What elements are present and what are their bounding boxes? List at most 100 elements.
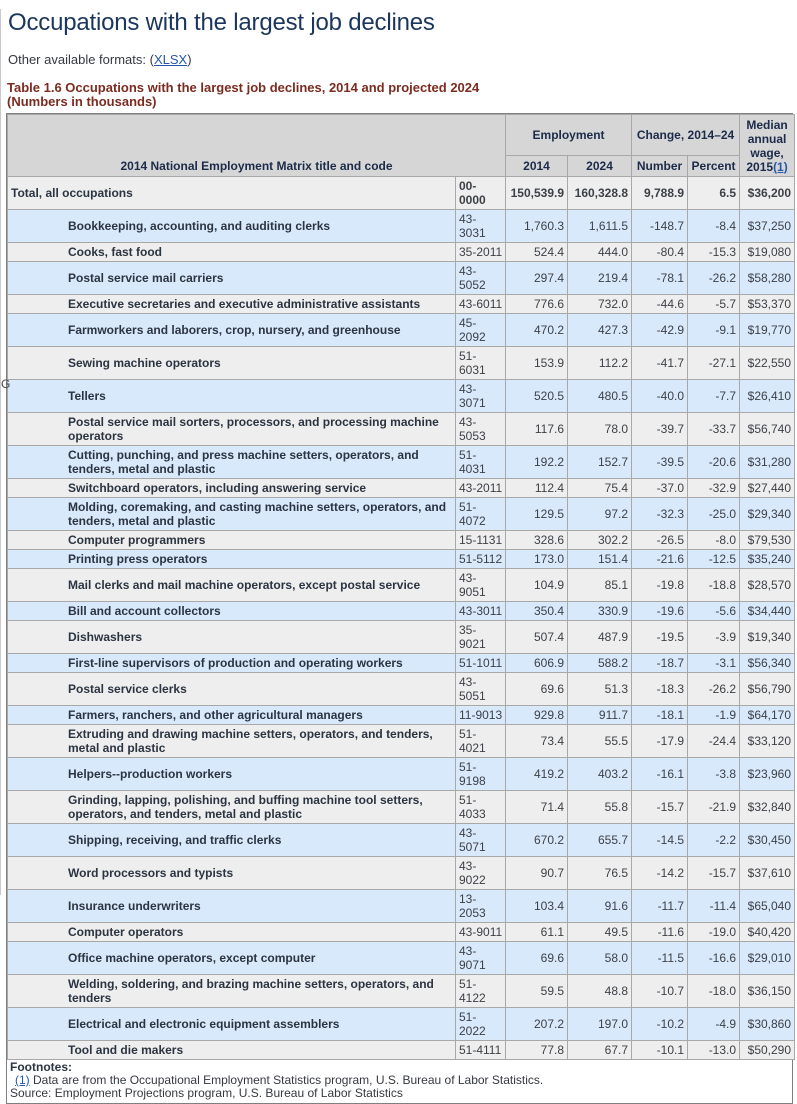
xlsx-link[interactable]: XLSX — [153, 52, 188, 67]
median-wage-value: $30,450 — [739, 823, 796, 857]
table-row: Dishwashers 35-9021 507.4 487.9 -19.5 -3… — [7, 620, 796, 654]
occupation-title: Cooks, fast food — [7, 242, 456, 262]
occupation-code: 43-5053 — [454, 412, 507, 446]
occupation-title: Farmers, ranchers, and other agricultura… — [7, 705, 456, 725]
employment-2024-value: 112.2 — [567, 346, 633, 380]
occupation-title: Computer operators — [7, 922, 456, 942]
table-row: First-line supervisors of production and… — [7, 653, 796, 673]
table-row: Computer operators 43-9011 61.1 49.5 -11… — [7, 922, 796, 942]
employment-2024-value: 403.2 — [567, 757, 633, 791]
formats-paren-open: ( — [149, 52, 154, 67]
employment-2014-value: 153.9 — [505, 346, 569, 380]
table-body: Total, all occupations 00-0000 150,539.9… — [7, 176, 796, 1060]
footnote-1-link[interactable]: (1) — [15, 1073, 30, 1087]
table-row: Executive secretaries and executive admi… — [7, 294, 796, 314]
employment-2024-value: 97.2 — [567, 497, 633, 531]
median-wage-value: $56,740 — [739, 412, 796, 446]
change-percent-value: -26.2 — [687, 672, 741, 706]
median-wage-value: $36,200 — [739, 176, 796, 210]
median-wage-value: $32,840 — [739, 790, 796, 824]
change-percent-value: -3.9 — [687, 620, 741, 654]
employment-2024-value: 78.0 — [567, 412, 633, 446]
change-percent-value: -32.9 — [687, 478, 741, 498]
table-row: Cooks, fast food 35-2011 524.4 444.0 -80… — [7, 242, 796, 262]
median-wage-value: $36,150 — [739, 974, 796, 1008]
occupation-code: 43-3031 — [454, 209, 507, 243]
median-wage-value: $56,790 — [739, 672, 796, 706]
formats-label: Other available formats: — [8, 52, 147, 67]
occupation-title: Bookkeeping, accounting, and auditing cl… — [7, 209, 456, 243]
change-number-value: -39.7 — [631, 412, 689, 446]
change-number-value: -10.7 — [631, 974, 689, 1008]
employment-2014-value: 90.7 — [505, 856, 569, 890]
median-wage-value: $19,770 — [739, 313, 796, 347]
change-percent-value: -25.0 — [687, 497, 741, 531]
employment-2014-value: 61.1 — [505, 922, 569, 942]
table-row: Electrical and electronic equipment asse… — [7, 1007, 796, 1041]
table-footnotes: Footnotes: (1) Data are from the Occupat… — [7, 1060, 792, 1103]
change-number-value: -19.8 — [631, 568, 689, 602]
median-wage-header-text: Median annual wage, 2015 — [746, 117, 788, 174]
table-row: Farmers, ranchers, and other agricultura… — [7, 705, 796, 725]
occupation-code: 51-4031 — [454, 445, 507, 479]
occupation-title: Postal service mail carriers — [7, 261, 456, 295]
occupation-code: 43-6011 — [454, 294, 507, 314]
wage-footnote-link[interactable]: (1) — [773, 159, 788, 174]
employment-2024-value: 487.9 — [567, 620, 633, 654]
median-wage-value: $30,860 — [739, 1007, 796, 1041]
table-row: Postal service clerks 43-5051 69.6 51.3 … — [7, 672, 796, 706]
employment-2024-value: 444.0 — [567, 242, 633, 262]
employment-2024-value: 67.7 — [567, 1040, 633, 1060]
change-percent-value: -2.2 — [687, 823, 741, 857]
employment-2014-value: 69.6 — [505, 941, 569, 975]
employment-2014-value: 71.4 — [505, 790, 569, 824]
change-percent-value: -1.9 — [687, 705, 741, 725]
employment-2014-value: 192.2 — [505, 445, 569, 479]
median-wage-value: $37,250 — [739, 209, 796, 243]
occupation-code: 51-4033 — [454, 790, 507, 824]
occupation-code: 43-9022 — [454, 856, 507, 890]
occupation-title: Total, all occupations — [7, 176, 456, 210]
occupation-code: 43-2011 — [454, 478, 507, 498]
median-wage-value: $33,120 — [739, 724, 796, 758]
change-percent-value: -11.4 — [687, 889, 741, 923]
change-percent-value: -7.7 — [687, 379, 741, 413]
occupation-code: 51-2022 — [454, 1007, 507, 1041]
employment-2014-value: 520.5 — [505, 379, 569, 413]
table-row: Tool and die makers 51-4111 77.8 67.7 -1… — [7, 1040, 796, 1060]
table-row: Molding, coremaking, and casting machine… — [7, 497, 796, 531]
occupation-title: Printing press operators — [7, 549, 456, 569]
occupation-code: 13-2053 — [454, 889, 507, 923]
change-number-value: -18.7 — [631, 653, 689, 673]
change-number-value: -80.4 — [631, 242, 689, 262]
employment-2024-value: 51.3 — [567, 672, 633, 706]
occupation-title: Cutting, punching, and press machine set… — [7, 445, 456, 479]
footnote-1-text: Data are from the Occupational Employmen… — [29, 1073, 544, 1087]
occupation-title: Dishwashers — [7, 620, 456, 654]
employment-2014-value: 73.4 — [505, 724, 569, 758]
change-percent-value: -26.2 — [687, 261, 741, 295]
median-wage-header: Median annual wage, 2015(1) — [739, 114, 796, 177]
median-wage-value: $26,410 — [739, 379, 796, 413]
occupation-title: Tellers — [7, 379, 456, 413]
occupation-code: 43-5071 — [454, 823, 507, 857]
employment-2014-value: 297.4 — [505, 261, 569, 295]
change-number-value: -44.6 — [631, 294, 689, 314]
occupation-title: Executive secretaries and executive admi… — [7, 294, 456, 314]
median-wage-value: $28,570 — [739, 568, 796, 602]
median-wage-value: $58,280 — [739, 261, 796, 295]
change-percent-value: -9.1 — [687, 313, 741, 347]
change-number-value: -18.1 — [631, 705, 689, 725]
col-2014-header: 2014 — [505, 155, 569, 177]
occupation-code: 43-9051 — [454, 568, 507, 602]
occupation-code: 51-4021 — [454, 724, 507, 758]
change-percent-value: -8.0 — [687, 530, 741, 550]
employment-2024-value: 197.0 — [567, 1007, 633, 1041]
employment-2014-value: 929.8 — [505, 705, 569, 725]
median-wage-value: $27,440 — [739, 478, 796, 498]
table-row: Tellers 43-3071 520.5 480.5 -40.0 -7.7 $… — [7, 379, 796, 413]
occupation-title: Electrical and electronic equipment asse… — [7, 1007, 456, 1041]
change-percent-value: -4.9 — [687, 1007, 741, 1041]
occupation-code: 43-5051 — [454, 672, 507, 706]
table-row: Welding, soldering, and brazing machine … — [7, 974, 796, 1008]
